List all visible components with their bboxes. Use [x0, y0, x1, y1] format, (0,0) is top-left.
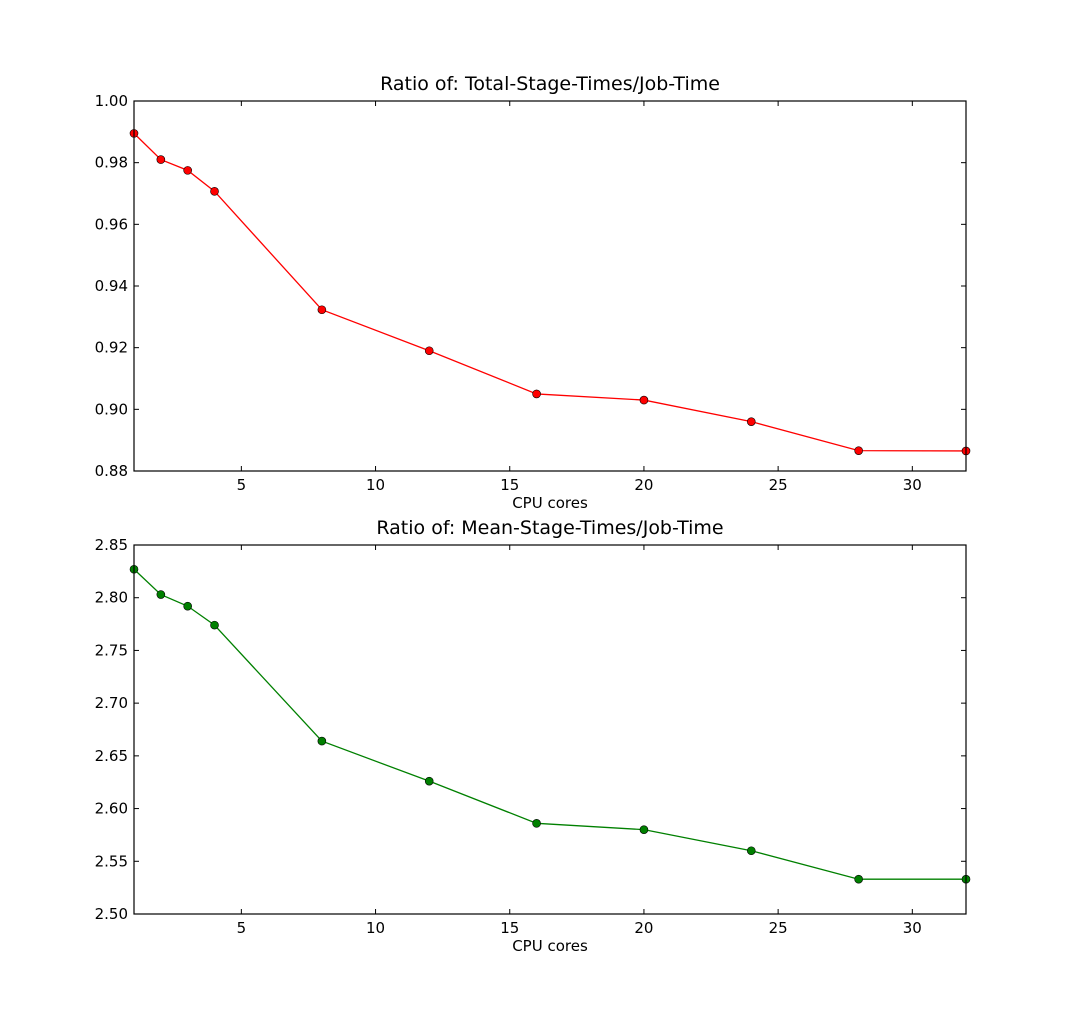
- mean-stage-times-ratio-point: [317, 736, 327, 746]
- mean-stage-times-chart-title: Ratio of: Mean-Stage-Times/Job-Time: [376, 517, 723, 539]
- mean-stage-times-ratio-point: [854, 874, 863, 884]
- y-tick-label: 2.65: [95, 747, 128, 765]
- mean-stage-times-ratio-point: [746, 846, 756, 856]
- x-tick-label: 5: [237, 919, 247, 937]
- x-tick-label: 25: [769, 476, 788, 494]
- total-stage-times-ratio-point: [156, 155, 166, 164]
- total-stage-times-ratio-point: [854, 446, 863, 455]
- mean-stage-times-ratio-point: [532, 819, 541, 828]
- total-stage-times-ratio-point: [424, 346, 434, 356]
- mean-stage-times-plot: Ratio of: Mean-Stage-Times/Job-Time 5 10 15…: [95, 517, 971, 955]
- x-tick-label: 30: [903, 476, 922, 494]
- y-tick-label: 2.55: [95, 852, 128, 870]
- y-tick-label: 2.85: [95, 536, 128, 554]
- total-stage-times-ratio-point: [639, 395, 649, 405]
- total-stage-times-x-axis-label: CPU cores: [512, 494, 588, 512]
- x-tick-label: 20: [634, 476, 653, 494]
- y-tick-label: 0.92: [95, 339, 128, 357]
- y-tick-label: 2.60: [95, 800, 128, 818]
- mean-stage-times-ratio-point: [639, 825, 649, 834]
- y-tick-label: 1.00: [95, 92, 128, 110]
- y-tick-label: 2.80: [95, 589, 128, 607]
- x-tick-label: 15: [500, 476, 519, 494]
- x-tick-label: 15: [500, 919, 519, 937]
- mean-stage-times-axes-frame: [133, 544, 967, 915]
- y-tick-label: 0.98: [95, 154, 128, 172]
- y-tick-label: 2.70: [95, 694, 128, 712]
- total-stage-times-chart-title: Ratio of: Total-Stage-Times/Job-Time: [380, 73, 720, 95]
- x-tick-label: 10: [366, 919, 385, 937]
- mean-stage-times-ratio-point: [210, 620, 219, 630]
- y-tick-label: 2.50: [95, 905, 128, 923]
- x-tick-label: 30: [903, 919, 922, 937]
- y-tick-label: 0.96: [95, 215, 128, 233]
- mean-stage-times-ratio-point: [183, 601, 192, 611]
- y-tick-label: 0.88: [95, 462, 128, 480]
- x-tick-label: 25: [769, 919, 788, 937]
- total-stage-times-ratio-point: [183, 166, 192, 175]
- total-stage-times-ratio-point: [746, 417, 756, 426]
- mean-stage-times-ratio-point: [156, 590, 166, 599]
- mean-stage-times-ratio-line: [133, 568, 966, 880]
- y-tick-label: 0.90: [95, 400, 128, 418]
- mean-stage-times-ratio-point: [424, 776, 434, 786]
- total-stage-times-ratio-point: [532, 389, 541, 399]
- y-tick-label: 0.94: [95, 277, 128, 295]
- y-tick-label: 2.75: [95, 641, 128, 659]
- total-stage-times-ratio-line: [133, 132, 967, 452]
- x-tick-label: 5: [237, 476, 247, 494]
- x-tick-label: 10: [366, 476, 385, 494]
- x-tick-label: 20: [634, 919, 653, 937]
- total-stage-times-plot: Ratio of: Total-Stage-Times/Job-Time 5 10 1…: [95, 73, 971, 512]
- total-stage-times-ratio-point: [210, 187, 219, 196]
- total-stage-times-ratio-point: [317, 305, 327, 315]
- mean-stage-times-x-axis-label: CPU cores: [512, 937, 588, 955]
- total-stage-times-axes-frame: [133, 100, 967, 472]
